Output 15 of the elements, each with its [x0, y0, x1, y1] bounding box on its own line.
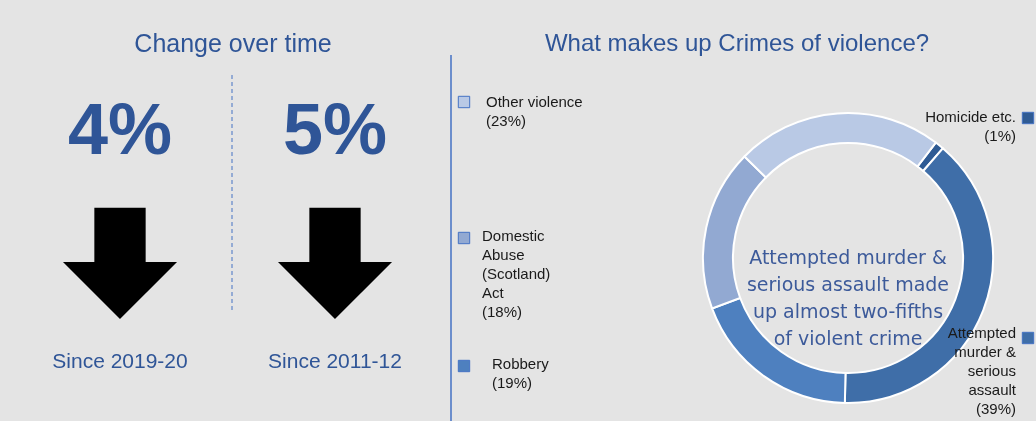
slice-label: Homicide etc. [925, 108, 1016, 125]
data-label: (23%) [486, 112, 527, 129]
text: Change over time [134, 29, 332, 57]
text: 5% [282, 89, 388, 169]
text: Since 2011-12 [268, 349, 402, 372]
text: Since 2019-20 [52, 349, 188, 372]
data-label: (18%) [482, 303, 523, 320]
chart-title: What makes up Crimes of violence? [544, 29, 930, 56]
data-label: (19%) [492, 374, 533, 391]
data-label: (1%) [984, 127, 1016, 144]
legend-label: Robbery [492, 355, 550, 372]
text: 4% [67, 89, 173, 169]
legend-label: Domestic Abuse (Scotland) Act [482, 227, 551, 301]
data-label: (39%) [975, 400, 1016, 417]
legend-label: Other violence [486, 93, 583, 110]
